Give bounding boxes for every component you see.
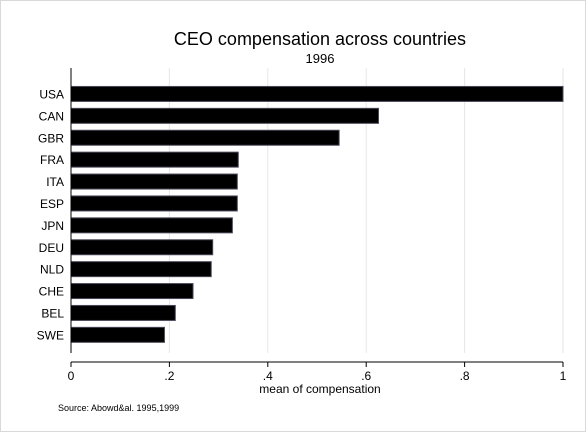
bar-nld	[70, 261, 212, 278]
bar-ita	[70, 173, 238, 190]
category-label-nld: NLD	[40, 263, 64, 277]
bar-che	[70, 283, 194, 300]
category-label-che: CHE	[39, 285, 64, 299]
bar-jpn	[70, 217, 233, 234]
source-note: Source: Abowd&al. 1995,1999	[58, 403, 179, 413]
category-label-deu: DEU	[39, 241, 64, 255]
bar-bel	[70, 304, 176, 321]
bar-swe	[70, 326, 165, 343]
x-tick-label-0: 0	[68, 369, 75, 383]
category-label-jpn: JPN	[41, 219, 64, 233]
chart-title: CEO compensation across countries	[174, 29, 466, 49]
bar-fra	[70, 151, 239, 168]
category-label-ita: ITA	[46, 175, 64, 189]
x-tick-label-1: .2	[164, 369, 174, 383]
bar-esp	[70, 195, 238, 212]
category-label-usa: USA	[39, 87, 64, 101]
bar-deu	[70, 239, 214, 256]
bars	[70, 85, 564, 343]
x-axis-ticks: 0 .2 .4 .6 .8 1	[68, 362, 567, 383]
x-axis-label: mean of compensation	[259, 382, 380, 396]
category-labels: USA CAN GBR FRA ITA ESP JPN DEU NLD CHE BEL SWE	[37, 87, 65, 342]
x-tick-label-2: .4	[263, 369, 273, 383]
category-label-gbr: GBR	[38, 131, 64, 145]
bar-usa	[70, 85, 564, 102]
category-label-fra: FRA	[40, 153, 64, 167]
category-label-bel: BEL	[41, 306, 64, 320]
x-tick-label-3: .6	[361, 369, 371, 383]
chart-subtitle: 1996	[306, 51, 335, 66]
x-tick-label-5: 1	[560, 369, 567, 383]
category-label-can: CAN	[39, 109, 64, 123]
x-tick-label-4: .8	[460, 369, 470, 383]
category-label-swe: SWE	[37, 328, 64, 342]
bar-gbr	[70, 129, 340, 146]
category-label-esp: ESP	[40, 197, 64, 211]
bar-can	[70, 107, 379, 124]
